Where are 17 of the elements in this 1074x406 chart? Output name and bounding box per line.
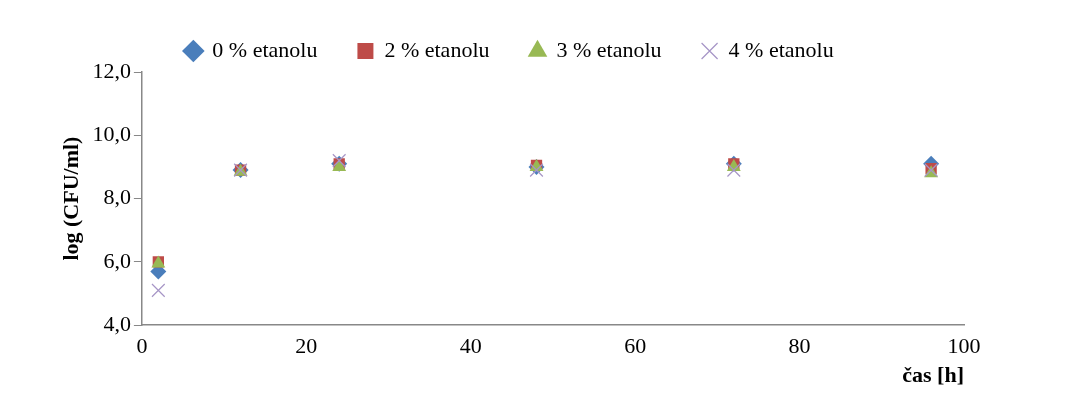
x-tick-label: 100 bbox=[947, 333, 981, 359]
y-tick-label: 6,0 bbox=[103, 247, 131, 273]
y-tick-label: 4,0 bbox=[103, 310, 131, 336]
x-tick-label: 40 bbox=[459, 333, 482, 359]
y-axis-title: log (CFU/ml) bbox=[57, 136, 83, 261]
y-tick-label: 8,0 bbox=[103, 184, 131, 210]
x-tick-label: 20 bbox=[295, 333, 318, 359]
y-tick-label: 10,0 bbox=[92, 121, 131, 147]
legend-label: 3 % etanolu bbox=[556, 36, 662, 62]
legend-label: 2 % etanolu bbox=[384, 36, 490, 62]
legend-label: 4 % etanolu bbox=[728, 36, 834, 62]
x-tick-label: 80 bbox=[788, 333, 811, 359]
legend-label: 0 % etanolu bbox=[212, 36, 318, 62]
y-tick-label: 12,0 bbox=[92, 57, 131, 83]
x-tick-label: 0 bbox=[136, 333, 148, 359]
x-tick-label: 60 bbox=[624, 333, 647, 359]
x-axis-title: čas [h] bbox=[902, 362, 964, 388]
